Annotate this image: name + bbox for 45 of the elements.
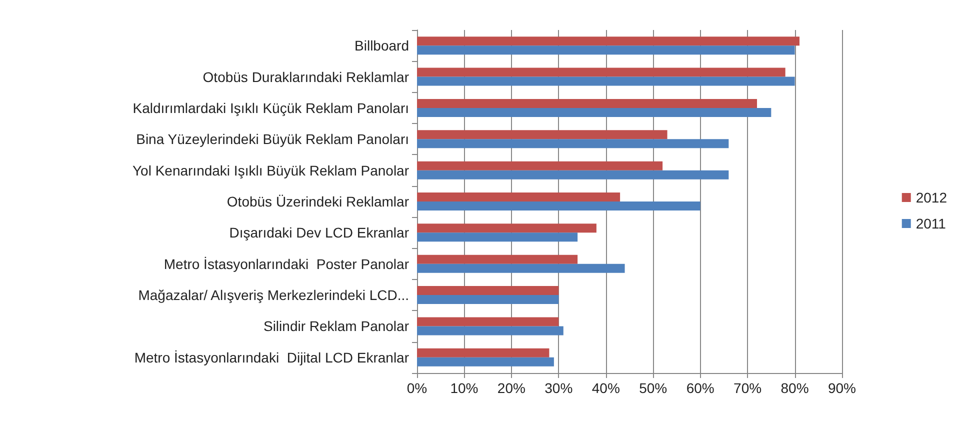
bar [417,202,700,210]
bar [417,36,800,46]
y-tick-label: Metro İstasyonlarındaki Poster Panolar [164,256,410,272]
bar [417,76,795,86]
y-tick-label: Mağazalar/ Alışveriş Merkezlerindeki LCD... [138,287,409,304]
y-tick-label: Yol Kenarındaki Işıklı Büyük Reklam Panolar [132,162,410,178]
bar [417,192,620,202]
y-tick-label: Silindir Reklam Panolar [263,318,410,334]
x-tick-label: 80% [780,380,809,396]
bar [417,68,786,77]
bar [417,232,578,242]
x-tick-label: 30% [544,380,573,396]
y-tick-label: Metro İstasyonlarındaki Dijital LCD Ekranlar [134,349,410,366]
x-tick-label: 90% [828,380,856,396]
bar [417,357,554,366]
x-tick-label: 60% [686,380,714,396]
x-tick-label: 70% [734,380,762,396]
bar [417,108,772,117]
x-tick-label: 10% [450,380,478,396]
x-tick-label: 40% [592,380,620,396]
bar [417,46,795,55]
bar [417,161,663,170]
y-tick-label: Otobüs Duraklarındaki Reklamlar [202,68,410,85]
x-tick-label: 20% [497,380,526,396]
bar [417,254,578,264]
bar [417,139,729,148]
bar [417,264,625,273]
y-tick-label: Dışarıdaki Dev LCD Ekranlar [229,224,410,241]
bar [417,130,668,140]
bar [417,170,729,180]
y-tick-label: Billboard [354,38,409,54]
bar [417,295,559,304]
x-tick-label: 50% [639,380,668,396]
bar [417,317,559,326]
y-tick-label: Otobüs Üzerindeki Reklamlar [226,194,410,210]
legend-label: 2011 [916,216,946,232]
y-tick-label: Bina Yüzeylerindeki Büyük Reklam Panoları [136,131,409,148]
bar [417,98,757,108]
bar [417,286,559,296]
bar [417,224,596,233]
legend-label: 2012 [916,190,948,206]
y-tick-label: Kaldırımlardaki Işıklı Küçük Reklam Panoları [132,100,409,116]
x-tick-label: 0% [406,380,428,396]
bar [417,326,564,336]
bar [417,348,550,358]
